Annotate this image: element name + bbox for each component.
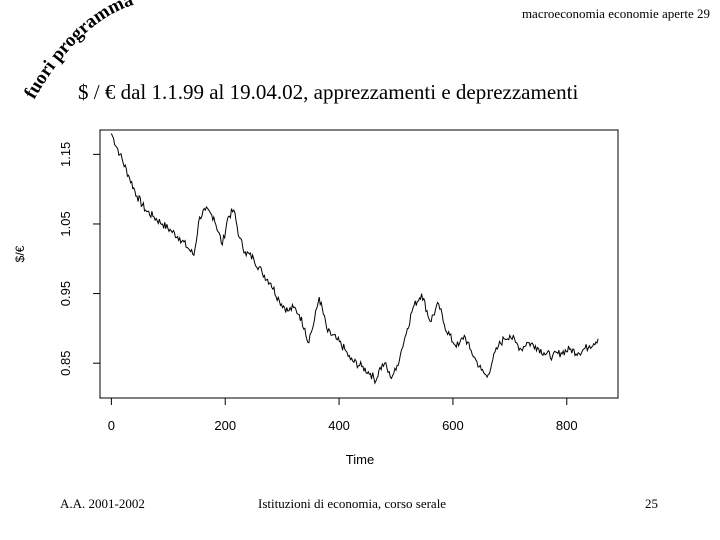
x-tick-label: 0 (108, 418, 115, 433)
header-course: macroeconomia economie aperte 29 (521, 6, 710, 21)
y-tick-label: 1.05 (58, 211, 73, 236)
exchange-rate-chart: 0 200 400 600 800 0.85 0.95 1.05 1.15 Time $/€ (13, 129, 619, 467)
y-tick-label: 1.15 (58, 142, 73, 167)
footer-course: Istituzioni di economia, corso serale (258, 496, 447, 511)
footer-year: A.A. 2001-2002 (60, 496, 145, 511)
footer-page-number: 25 (645, 496, 658, 511)
x-tick-label: 600 (442, 418, 464, 433)
plot-frame (99, 129, 619, 399)
x-tick-label: 400 (328, 418, 350, 433)
x-tick-label: 200 (214, 418, 236, 433)
series-line (110, 133, 599, 385)
fuori-programma-stamp: fuori programma (20, 0, 136, 102)
slide-title: $ / € dal 1.1.99 al 19.04.02, apprezzame… (78, 80, 579, 104)
y-axis-label: $/€ (13, 245, 27, 262)
y-tick-label: 0.85 (58, 351, 73, 376)
x-axis-label: Time (346, 452, 374, 467)
x-tick-label: 800 (556, 418, 578, 433)
y-tick-label: 0.95 (58, 281, 73, 306)
